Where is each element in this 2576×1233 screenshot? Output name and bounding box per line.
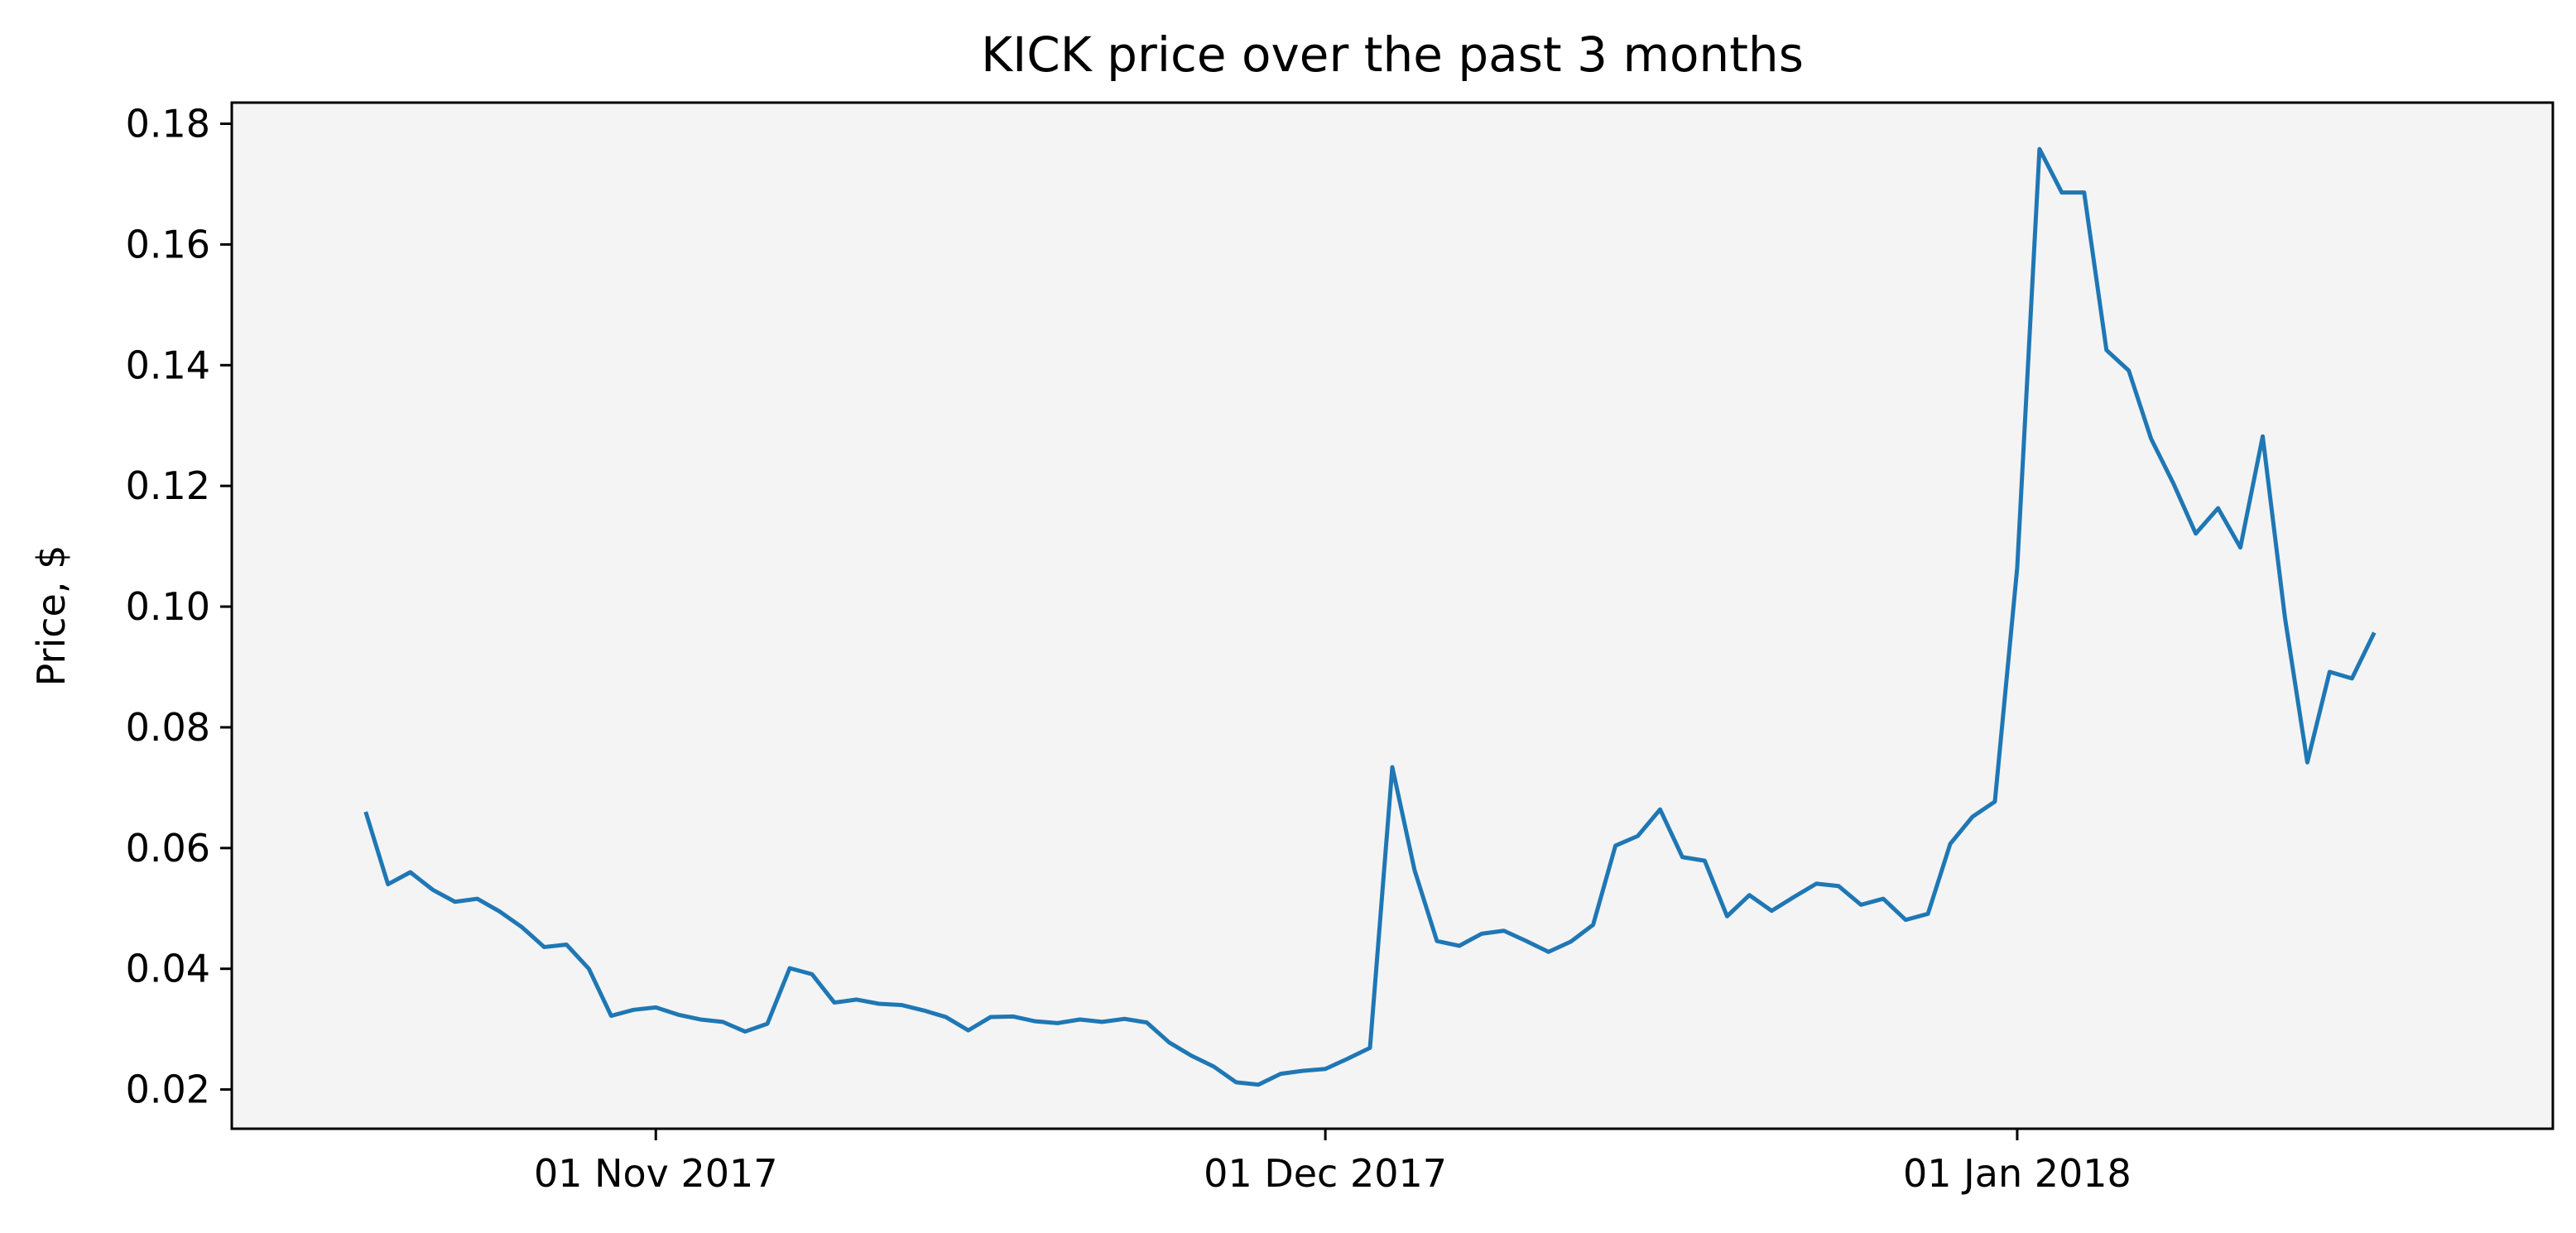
y-tick-label: 0.18 bbox=[126, 102, 210, 146]
y-axis: 0.02 0.04 0.06 0.08 0.10 0.12 0.14 0.16 0.18 bbox=[126, 102, 232, 1112]
price-series-line bbox=[363, 146, 2377, 1087]
x-tick-label: 01 Nov 2017 bbox=[534, 1151, 778, 1196]
plot-frame bbox=[230, 101, 2554, 1130]
y-tick-label: 0.04 bbox=[126, 947, 210, 991]
y-tick-label: 0.10 bbox=[126, 584, 210, 629]
x-axis: 01 Nov 2017 01 Dec 2017 01 Jan 2018 bbox=[534, 1129, 2131, 1196]
y-tick-label: 0.12 bbox=[126, 463, 210, 508]
series-layer bbox=[363, 146, 2377, 1087]
y-tick-label: 0.08 bbox=[126, 705, 210, 750]
x-tick-label: 01 Jan 2018 bbox=[1903, 1151, 2131, 1196]
y-tick-label: 0.06 bbox=[126, 826, 210, 871]
plot-area bbox=[232, 103, 2553, 1129]
y-tick-label: 0.16 bbox=[126, 222, 210, 266]
y-axis-label: Price, $ bbox=[29, 545, 74, 687]
chart-title: KICK price over the past 3 months bbox=[981, 26, 1804, 83]
y-tick-label: 0.02 bbox=[126, 1067, 210, 1112]
y-tick-label: 0.14 bbox=[126, 343, 210, 387]
x-tick-label: 01 Dec 2017 bbox=[1204, 1151, 1447, 1196]
